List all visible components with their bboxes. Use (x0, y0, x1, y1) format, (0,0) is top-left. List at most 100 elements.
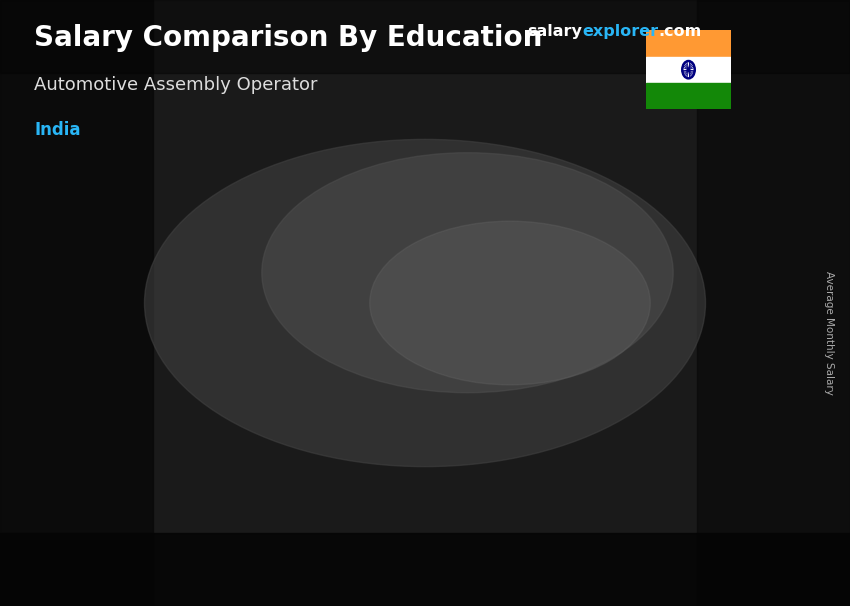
Bar (296, 392, 310, 398)
Bar (66, 368, 187, 370)
Bar (296, 484, 310, 490)
Bar (66, 432, 187, 435)
Bar (660, 184, 670, 533)
Bar (308, 515, 428, 518)
Bar (66, 461, 187, 463)
Bar (646, 30, 731, 56)
Bar (308, 518, 428, 521)
Bar (0, 533, 850, 606)
Bar (549, 337, 670, 341)
Bar (308, 361, 428, 364)
Bar (308, 484, 428, 487)
Bar (66, 513, 187, 516)
Bar (66, 410, 187, 412)
Bar (66, 415, 187, 416)
Bar (697, 0, 850, 606)
Bar (308, 346, 428, 349)
Bar (549, 215, 670, 219)
Bar (308, 358, 428, 361)
Bar (549, 298, 670, 302)
Bar (549, 315, 670, 319)
Bar (308, 429, 428, 432)
Bar (537, 481, 552, 490)
Bar (296, 515, 310, 521)
Bar (549, 367, 670, 372)
Bar (646, 83, 731, 109)
Bar (308, 475, 428, 478)
Bar (66, 379, 187, 381)
Bar (549, 450, 670, 454)
Text: Bachelor's
Degree: Bachelor's Degree (571, 577, 648, 606)
Bar (549, 446, 670, 450)
Bar (308, 330, 428, 333)
Bar (296, 367, 310, 373)
Bar (549, 345, 670, 350)
Text: High School: High School (83, 577, 170, 592)
Bar (66, 482, 187, 485)
Bar (537, 420, 552, 428)
Bar (66, 399, 187, 401)
Bar (66, 522, 187, 524)
Bar (66, 529, 187, 531)
Bar (549, 454, 670, 459)
Bar (66, 377, 187, 379)
Bar (549, 198, 670, 202)
Bar (537, 472, 552, 481)
Bar (308, 404, 428, 407)
Bar (308, 287, 428, 290)
Bar (296, 416, 310, 422)
Bar (537, 289, 552, 298)
Bar (308, 309, 428, 312)
Bar (549, 520, 670, 525)
Bar (296, 398, 310, 404)
Bar (66, 412, 187, 415)
Bar (54, 494, 69, 498)
Bar (549, 319, 670, 324)
Bar (66, 390, 187, 393)
Bar (54, 524, 69, 529)
Bar (66, 436, 187, 439)
Bar (66, 445, 187, 447)
Bar (537, 411, 552, 420)
Ellipse shape (262, 153, 673, 393)
Bar (549, 250, 670, 254)
Bar (308, 511, 428, 515)
Text: 12,400 INR: 12,400 INR (323, 262, 414, 278)
Bar (66, 518, 187, 520)
Bar (549, 341, 670, 345)
Bar (296, 478, 310, 484)
Bar (66, 357, 187, 359)
Bar (549, 385, 670, 389)
Bar (296, 472, 310, 478)
Bar (296, 287, 310, 293)
Bar (549, 311, 670, 315)
Bar (549, 416, 670, 420)
Bar (537, 428, 552, 438)
Bar (66, 423, 187, 425)
Bar (66, 362, 187, 364)
Bar (54, 357, 69, 362)
Bar (308, 312, 428, 315)
Bar (54, 445, 69, 450)
Text: +42%: +42% (463, 144, 539, 168)
Bar (54, 450, 69, 454)
Bar (308, 505, 428, 508)
Bar (296, 312, 310, 318)
Bar (537, 184, 552, 193)
Bar (54, 507, 69, 511)
Bar (549, 394, 670, 398)
Text: Automotive Assembly Operator: Automotive Assembly Operator (34, 76, 318, 94)
Bar (537, 228, 552, 236)
Bar (66, 386, 187, 388)
Bar (66, 496, 187, 498)
Bar (54, 366, 69, 370)
Bar (537, 464, 552, 472)
Bar (308, 468, 428, 472)
Bar (54, 441, 69, 445)
Bar (549, 438, 670, 442)
Bar (537, 367, 552, 376)
Bar (549, 324, 670, 328)
Bar (308, 487, 428, 490)
Bar (537, 236, 552, 245)
Bar (537, 350, 552, 359)
